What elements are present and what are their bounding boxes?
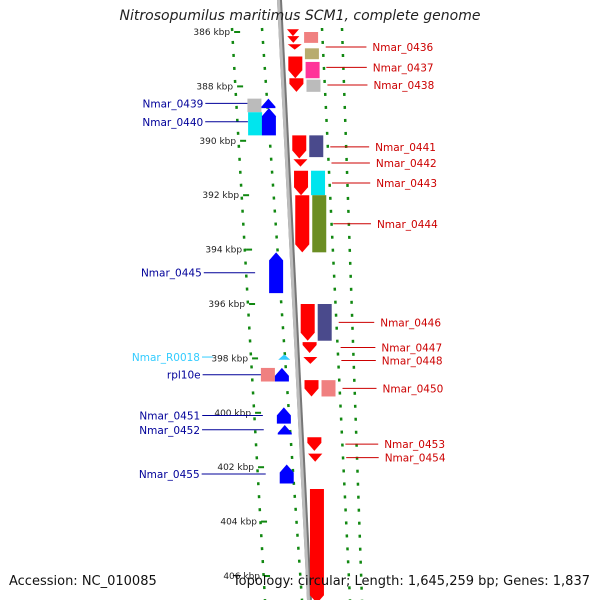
backbone-layer	[277, 0, 312, 601]
tick-layer: 386 kbp 388 kbp 390 kbp 392 kbp 394 kbp 396 k…	[193, 27, 364, 601]
gene-forward-arrow	[295, 195, 310, 253]
kbp-tick-label: 386 kbp	[193, 28, 230, 38]
gene-reverse-arrow	[276, 407, 291, 424]
kbp-tick-label: 402 kbp	[217, 463, 254, 473]
gene-label: Nmar_0442	[376, 158, 437, 170]
gene-forward-arrow	[289, 78, 304, 92]
kbp-tick-label: 394 kbp	[205, 246, 242, 256]
kbp-tick-label: 404 kbp	[220, 518, 257, 528]
gene-forward-arrow	[292, 135, 307, 159]
gene-forward-arrow	[286, 29, 299, 37]
gene-forward-arrow	[307, 437, 322, 451]
kbp-tick-label: 396 kbp	[208, 300, 245, 310]
gene-label: Nmar_0443	[376, 178, 437, 190]
kbp-tick-label: 392 kbp	[202, 191, 239, 201]
gene-label: Nmar_0444	[377, 219, 438, 231]
map-title: Nitrosopumilus maritimus SCM1, complete …	[119, 8, 481, 24]
gene-label: Nmar_0451	[139, 411, 200, 423]
gene-label: Nmar_0452	[139, 425, 200, 437]
gene-reverse-arrow	[279, 464, 294, 484]
gene-label: Nmar_0455	[139, 469, 200, 481]
gene-label: Nmar_0450	[383, 383, 444, 395]
gene-reverse-arrow	[269, 252, 284, 294]
gene-label: rpl10e	[167, 370, 201, 382]
feature-forward-bar	[306, 79, 321, 92]
gene-forward-arrow	[309, 488, 324, 604]
kbp-tick-label: 400 kbp	[214, 409, 251, 419]
feature-forward-bar	[304, 32, 319, 43]
feature-reverse-bar	[248, 112, 263, 136]
gene-label: Nmar_0448	[382, 355, 443, 367]
feature-reverse-bar	[247, 98, 262, 113]
feature-forward-bar	[304, 48, 319, 60]
gene-label: Nmar_0436	[372, 42, 433, 54]
gene-label: Nmar_0447	[381, 343, 442, 355]
kbp-tick-label: 390 kbp	[199, 137, 236, 147]
backbone-line	[277, 0, 310, 601]
feature-forward-bar	[309, 135, 324, 158]
kbp-tick-label: 388 kbp	[196, 82, 233, 92]
gene-reverse-arrow	[261, 98, 276, 109]
gene-forward-arrow	[287, 36, 300, 43]
feature-forward-bar	[321, 380, 336, 397]
gene-label: Nmar_0439	[143, 98, 204, 110]
gene-forward-arrow	[303, 357, 318, 364]
kbp-tick-label: 406 kbp	[223, 572, 260, 582]
feature-layer	[247, 32, 336, 397]
guide-line-2	[320, 27, 352, 601]
feature-forward-bar	[312, 195, 327, 253]
label-layer: Nmar_0436 Nmar_0437 Nmar_0438 Nmar_0441 Nmar…	[132, 42, 446, 481]
gene-forward-arrow	[294, 170, 309, 196]
rna-reverse-arrow	[278, 354, 291, 360]
gene-forward-arrow	[300, 304, 315, 341]
gene-forward-arrow	[288, 56, 303, 79]
gene-label: Nmar_0437	[373, 62, 434, 74]
guide-line-1	[260, 27, 304, 601]
feature-forward-bar	[305, 61, 320, 79]
gene-forward-arrow	[308, 453, 323, 462]
guide-line-0	[230, 27, 267, 601]
gene-reverse-arrow	[274, 367, 289, 382]
gene-reverse-arrow	[277, 425, 292, 435]
gene-reverse-arrow	[261, 108, 276, 136]
gene-label: Nmar_0453	[384, 439, 445, 451]
gene-label: Nmar_0454	[385, 453, 446, 465]
accession-label: Accession: NC_010085	[9, 574, 157, 589]
gene-label: Nmar_0440	[142, 117, 203, 129]
rna-label: Nmar_R0018	[132, 352, 200, 364]
gene-forward-arrow	[287, 44, 302, 50]
feature-reverse-bar	[260, 367, 275, 382]
kbp-tick-label: 398 kbp	[211, 354, 248, 364]
gene-forward-arrow	[302, 342, 317, 353]
gene-label: Nmar_0441	[375, 142, 436, 154]
gene-forward-arrow	[293, 159, 308, 167]
topology-label: Topology: circular; Length: 1,645,259 bp…	[232, 574, 590, 589]
guide-line-3	[340, 27, 364, 601]
gene-label: Nmar_0445	[141, 268, 202, 280]
gene-forward-arrow	[304, 380, 319, 397]
feature-forward-bar	[317, 304, 332, 341]
gene-layer	[261, 29, 324, 604]
feature-forward-bar	[311, 170, 326, 196]
gene-label: Nmar_0438	[373, 80, 434, 92]
gene-label: Nmar_0446	[380, 317, 441, 329]
